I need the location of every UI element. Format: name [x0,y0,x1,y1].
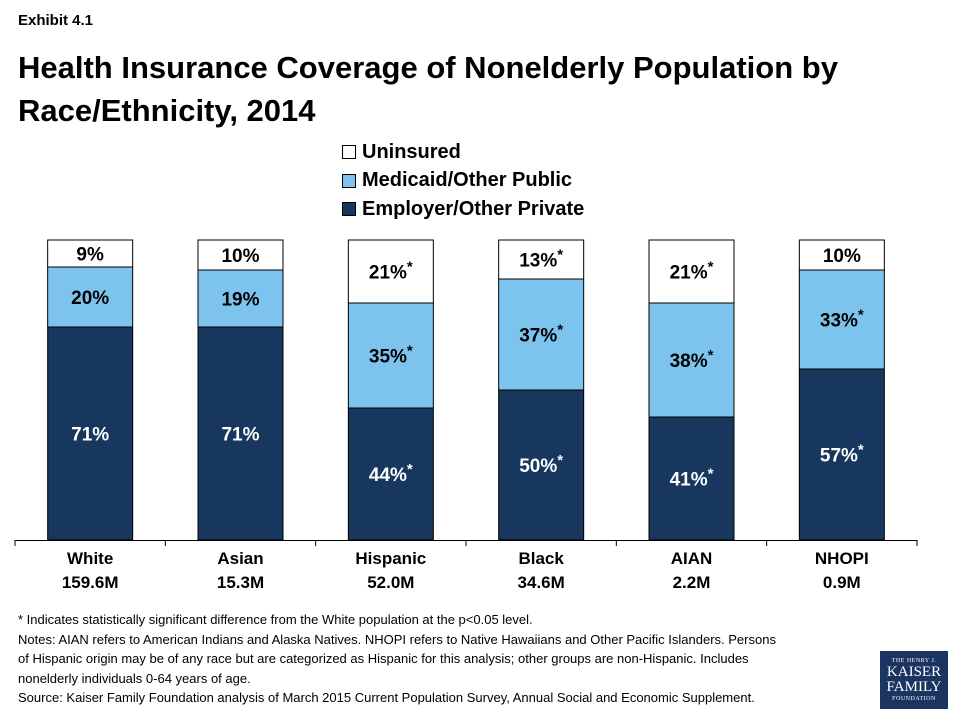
footnote-notes-2: of Hispanic origin may be of any race bu… [18,651,749,667]
category-sublabel: 34.6M [518,573,565,592]
footnote-source: Source: Kaiser Family Foundation analysi… [18,690,755,706]
significance-marker: * [557,452,563,469]
significance-marker: * [407,259,413,276]
legend-swatch-medicaid [342,173,356,188]
footnote-significance: * Indicates statistically significant di… [18,612,533,627]
kff-logo: THE HENRY J. KAISER FAMILY FOUNDATION [880,651,948,709]
bar-segment-uninsured [197,239,284,271]
legend-swatch-employer [342,202,356,217]
exhibit-label: Exhibit 4.1 [18,12,94,29]
legend: Uninsured Medicaid/Other Public Employer… [342,138,584,224]
data-label: 41%* [670,466,714,491]
significance-marker: * [708,347,714,364]
bar-segment-medicaid-other-public [798,269,885,370]
category-sublabel: 52.0M [367,573,414,592]
data-label: 9% [76,245,104,266]
data-label: 57%* [820,442,864,467]
category-sublabel: 15.3M [217,573,264,592]
legend-item-uninsured: Uninsured [342,138,584,167]
bar-segment-uninsured [798,239,885,271]
significance-marker: * [407,343,413,360]
category-label: Asian [217,549,263,568]
data-label: 21%* [369,259,413,284]
data-label: 71% [221,425,259,446]
data-label: 71% [71,425,109,446]
category-sublabel: 159.6M [62,573,119,592]
category-label: Black [518,549,564,568]
footnotes: * Indicates statistically significant di… [18,610,868,708]
footnote-notes-3: nonelderly individuals 0-64 years of age… [18,670,251,686]
bar-segment-employer-other-private [498,389,585,541]
significance-marker: * [858,442,864,459]
bar-segment-medicaid-other-public [648,302,735,418]
data-label: 19% [221,290,259,311]
logo-line-1: THE HENRY J. [891,657,937,664]
data-label: 20% [71,288,109,309]
bar-segment-employer-other-private [798,368,885,541]
data-label: 33%* [820,307,864,332]
legend-label-medicaid: Medicaid/Other Public [362,169,573,192]
data-label: 35%* [369,343,413,368]
bar-segment-uninsured [47,239,134,268]
bar-segment-employer-other-private [47,326,134,541]
data-label: 44%* [369,461,413,486]
data-label: 21%* [670,259,714,284]
bar-segment-medicaid-other-public [197,269,284,328]
bar-segment-uninsured [648,239,735,304]
bar-segment-medicaid-other-public [347,302,434,409]
bar-segment-employer-other-private [347,407,434,541]
category-sublabel: 0.9M [823,573,861,592]
significance-marker: * [557,322,563,339]
legend-item-medicaid: Medicaid/Other Public [342,167,584,196]
category-label: Hispanic [355,549,426,568]
chart-title: Health Insurance Coverage of Nonelderly … [18,50,838,128]
significance-marker: * [708,466,714,483]
logo-line-4: FOUNDATION [892,695,936,702]
significance-marker: * [708,259,714,276]
data-label: 10% [221,246,259,267]
significance-marker: * [858,307,864,324]
category-label: White [67,549,113,568]
data-label: 10% [823,246,861,267]
legend-label-uninsured: Uninsured [362,140,461,163]
data-label: 38%* [670,347,714,372]
legend-swatch-uninsured [342,145,356,160]
bar-segment-employer-other-private [648,416,735,541]
legend-label-employer: Employer/Other Private [362,197,585,220]
bar-segment-uninsured [347,239,434,304]
bar-segment-employer-other-private [197,326,284,541]
category-label: AIAN [671,549,713,568]
bar-segment-uninsured [498,239,585,280]
footnote-notes-1: Notes: AIAN refers to American Indians a… [18,631,776,647]
category-label: NHOPI [815,549,869,568]
stacked-bar-chart: 71% 20% 9% White 159.6M 71% 19% 10% Asian 15.3M 44… [14,239,918,592]
legend-item-employer: Employer/Other Private [342,195,584,224]
significance-marker: * [407,461,413,478]
significance-marker: * [557,247,563,264]
data-label: 13%* [519,247,563,272]
category-sublabel: 2.2M [673,573,711,592]
logo-line-2: KAISER [886,663,942,680]
data-label: 50%* [519,452,563,477]
logo-line-3: FAMILY [886,678,942,695]
data-label: 37%* [519,322,563,347]
